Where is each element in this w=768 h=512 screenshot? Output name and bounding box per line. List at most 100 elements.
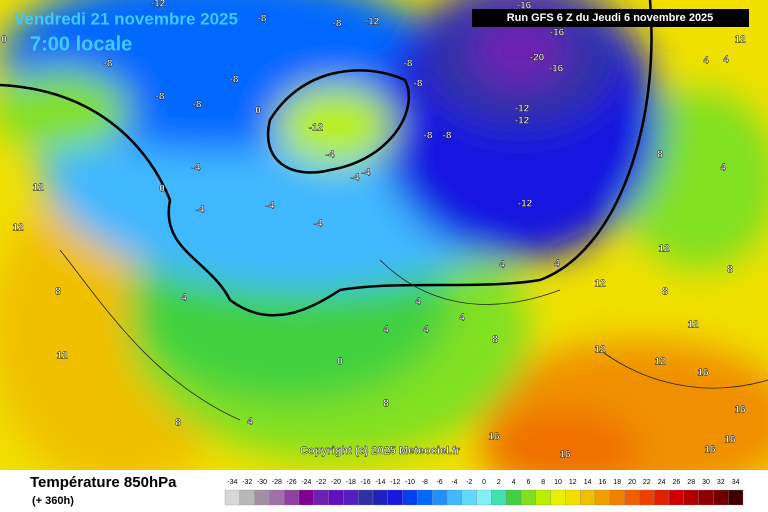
legend-swatch bbox=[609, 489, 625, 506]
contour-label: -8 bbox=[104, 59, 113, 70]
legend-swatch bbox=[254, 489, 270, 506]
contour-label: 0 bbox=[159, 184, 165, 195]
contour-label: -8 bbox=[156, 92, 165, 103]
contour-label: 4 bbox=[554, 259, 560, 270]
contour-label: -12 bbox=[365, 17, 380, 28]
legend-swatch bbox=[328, 489, 344, 506]
legend-label: -30 bbox=[257, 479, 267, 486]
contour-label: 8 bbox=[492, 335, 498, 346]
legend-swatch bbox=[594, 489, 610, 506]
contour-label: 16 bbox=[704, 445, 716, 456]
contour-label: -12 bbox=[151, 0, 166, 10]
contour-label: 12 bbox=[12, 223, 24, 234]
legend-swatch bbox=[476, 489, 492, 506]
legend-swatch bbox=[520, 489, 536, 506]
contour-label: 16 bbox=[734, 405, 746, 416]
legend-label: 14 bbox=[584, 479, 592, 486]
contour-label: -4 bbox=[326, 150, 335, 161]
contour-label: 12 bbox=[594, 345, 606, 356]
contour-label: 8 bbox=[657, 150, 663, 161]
contour-label: 16 bbox=[697, 368, 709, 379]
legend-label: 34 bbox=[732, 479, 740, 486]
contour-label: 4 bbox=[415, 297, 421, 308]
contour-label: -8 bbox=[193, 100, 202, 111]
legend-swatch bbox=[506, 489, 522, 506]
legend-swatch bbox=[432, 489, 448, 506]
contour-label: -4 bbox=[266, 201, 275, 212]
contour-label: 12 bbox=[687, 320, 699, 331]
time: 7:00 locale bbox=[30, 33, 132, 55]
legend-label: 28 bbox=[687, 479, 695, 486]
legend-label: -12 bbox=[390, 479, 400, 486]
contour-label: 8 bbox=[175, 418, 181, 429]
contour-label: -4 bbox=[362, 168, 371, 179]
run-info: Run GFS 6 Z du Jeudi 6 novembre 2025 bbox=[507, 12, 714, 24]
contour-label: 12 bbox=[654, 357, 666, 368]
contour-label: -4 bbox=[314, 219, 323, 230]
contour-label: -12 bbox=[515, 116, 530, 127]
contour-label: 12 bbox=[734, 35, 746, 46]
contour-label: -8 bbox=[414, 79, 423, 90]
contour-label: 8 bbox=[55, 287, 61, 298]
legend-swatch bbox=[239, 489, 255, 506]
run-banner bbox=[472, 9, 749, 27]
contour-label: -4 bbox=[351, 173, 360, 184]
legend-swatch bbox=[624, 489, 640, 506]
map-field bbox=[0, 0, 768, 470]
legend-swatch bbox=[269, 489, 285, 506]
legend-swatch bbox=[565, 489, 581, 506]
legend-swatch bbox=[683, 489, 699, 506]
legend-label: 30 bbox=[702, 479, 710, 486]
legend-swatch bbox=[417, 489, 433, 506]
contour-label: -4 bbox=[196, 205, 205, 216]
legend-swatch bbox=[387, 489, 403, 506]
legend-swatch bbox=[284, 489, 300, 506]
legend-label: -8 bbox=[422, 479, 428, 486]
contour-label: 0 bbox=[255, 106, 261, 117]
legend-label: -26 bbox=[287, 479, 297, 486]
contour-label: 12 bbox=[32, 183, 44, 194]
contour-label: 8 bbox=[383, 399, 389, 410]
legend-swatch bbox=[580, 489, 596, 506]
contour-label: -16 bbox=[550, 28, 565, 39]
copyright: Copyright (c) 2025 Meteociel.fr bbox=[300, 445, 461, 457]
legend-swatch bbox=[343, 489, 359, 506]
legend-label: -22 bbox=[316, 479, 326, 486]
contour-label: -12 bbox=[515, 104, 530, 115]
contour-label: 4 bbox=[499, 260, 505, 271]
legend-label: -14 bbox=[375, 479, 385, 486]
legend-swatch bbox=[550, 489, 566, 506]
legend-label: 10 bbox=[554, 479, 562, 486]
legend-swatch bbox=[698, 489, 714, 506]
legend-label: 20 bbox=[628, 479, 636, 486]
legend-swatch bbox=[372, 489, 388, 506]
legend-label: -4 bbox=[451, 479, 457, 486]
legend-swatch bbox=[713, 489, 729, 506]
contour-label: 12 bbox=[658, 244, 670, 255]
legend-swatch bbox=[654, 489, 670, 506]
legend-swatch bbox=[728, 489, 744, 506]
legend-swatch bbox=[224, 489, 240, 506]
contour-label: 4 bbox=[720, 163, 726, 174]
contour-label: 8 bbox=[727, 265, 733, 276]
contour-label: -8 bbox=[424, 131, 433, 142]
legend-label: -34 bbox=[227, 479, 237, 486]
legend-swatch bbox=[298, 489, 314, 506]
legend-swatch bbox=[491, 489, 507, 506]
contour-label: 12 bbox=[594, 279, 606, 290]
legend-label: 24 bbox=[658, 479, 666, 486]
legend-swatch bbox=[446, 489, 462, 506]
legend-swatch bbox=[535, 489, 551, 506]
contour-label: 4 bbox=[723, 55, 729, 66]
contour-label: 4 bbox=[423, 325, 429, 336]
contour-label: -20 bbox=[530, 53, 545, 64]
legend-label: 18 bbox=[613, 479, 621, 486]
legend-label: -2 bbox=[466, 479, 472, 486]
legend-label: -18 bbox=[346, 479, 356, 486]
legend-swatch bbox=[313, 489, 329, 506]
legend-label: -16 bbox=[361, 479, 371, 486]
legend-label: -32 bbox=[242, 479, 252, 486]
legend-swatch bbox=[461, 489, 477, 506]
contour-label: 16 bbox=[559, 450, 571, 461]
